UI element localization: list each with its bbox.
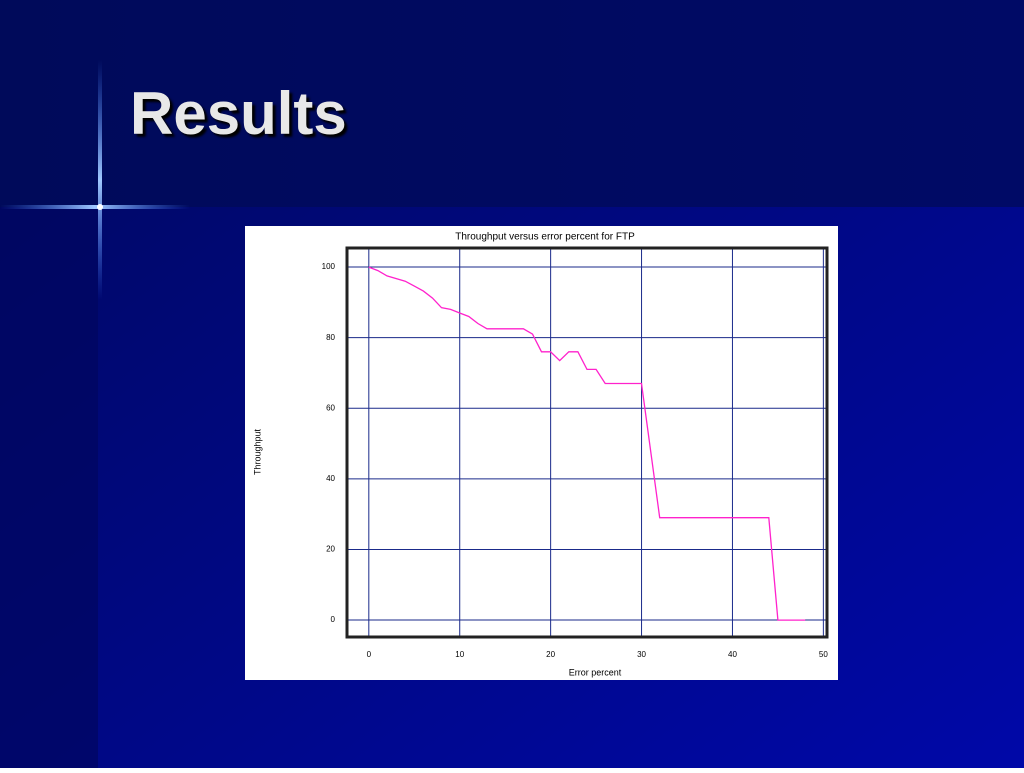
star-center — [97, 204, 103, 210]
y-axis-label: Throughput — [252, 428, 262, 475]
x-tick-label: 40 — [728, 650, 737, 659]
y-tick-label: 0 — [331, 615, 336, 624]
title-band — [0, 0, 1024, 207]
plot: 0 20 40 60 80 100 0 10 20 30 40 50 — [322, 248, 828, 659]
x-tick-label: 10 — [455, 650, 464, 659]
x-tick-label: 20 — [546, 650, 555, 659]
slide-title: Results — [130, 80, 347, 147]
star-horizontal — [0, 205, 190, 209]
x-tick-label: 50 — [819, 650, 828, 659]
y-tick-label: 100 — [322, 262, 336, 271]
x-axis-label: Error percent — [569, 667, 622, 677]
star-vertical — [98, 60, 102, 300]
chart-panel — [245, 226, 838, 680]
y-tick-label: 80 — [326, 333, 335, 342]
plot-frame — [345, 246, 829, 639]
y-tick-label: 20 — [326, 545, 335, 554]
x-tick-label: 30 — [637, 650, 646, 659]
y-tick-label: 60 — [326, 403, 335, 412]
x-tick-label: 0 — [367, 650, 372, 659]
data-line — [368, 266, 806, 621]
chart-title: Throughput versus error percent for FTP — [455, 232, 635, 243]
y-tick-label: 40 — [326, 474, 335, 483]
